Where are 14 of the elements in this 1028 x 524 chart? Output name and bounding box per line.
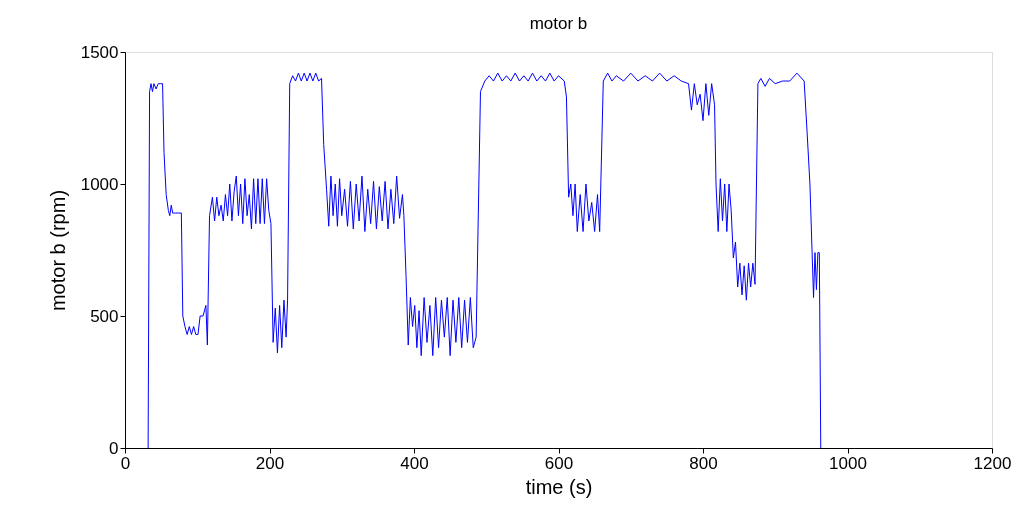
x-tick-label: 800 [689, 453, 718, 473]
y-tick-label: 1500 [80, 42, 119, 62]
y-tick-label: 500 [90, 306, 119, 326]
x-tick-label: 600 [544, 453, 574, 473]
x-tick-label: 1200 [973, 453, 1012, 473]
y-axis-title: motor b (rpm) [46, 189, 69, 312]
y-tick-label: 0 [109, 438, 119, 458]
x-tick-label: 400 [400, 453, 429, 473]
x-tick-label: 1000 [829, 453, 867, 473]
x-tick-label: 200 [255, 453, 285, 473]
chart-title: motor b [529, 14, 588, 33]
x-axis-title: time (s) [525, 475, 593, 498]
line-series [147, 72, 822, 449]
y-tick-label: 1000 [80, 174, 119, 194]
